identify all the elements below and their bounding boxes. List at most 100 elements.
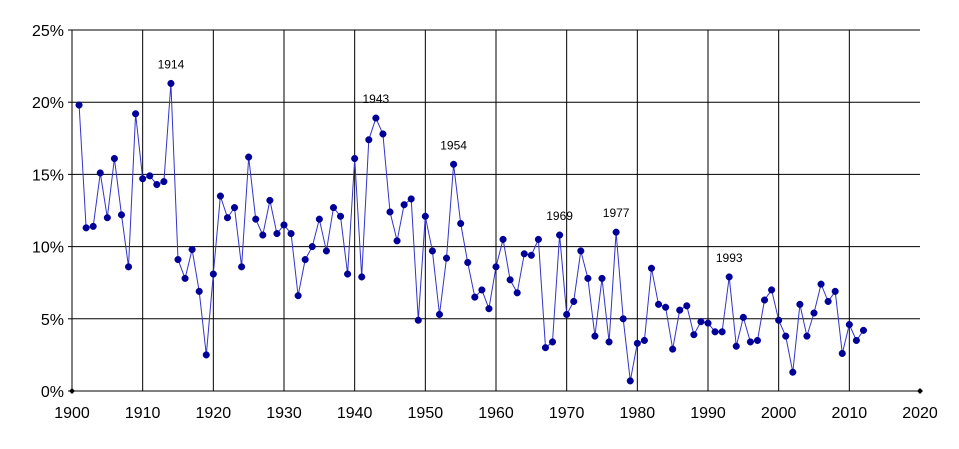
- annotations: 1914 1943 1954 1969 1977 1993: [158, 57, 743, 264]
- data-point: [619, 315, 627, 323]
- y-tick-label: 10%: [32, 240, 64, 257]
- data-point: [89, 222, 97, 230]
- data-point: [796, 300, 804, 308]
- data-point: [273, 230, 281, 238]
- series-line: [78, 83, 864, 381]
- x-tick-label: 2020: [902, 405, 938, 422]
- data-point: [647, 264, 656, 272]
- data-point: [520, 250, 528, 258]
- data-point: [704, 319, 712, 327]
- data-point: [584, 274, 592, 282]
- data-point: [838, 349, 846, 358]
- data-point: [202, 351, 210, 359]
- data-point: [492, 263, 500, 271]
- x-tick-label: 2000: [761, 405, 797, 422]
- data-point: [527, 251, 535, 259]
- y-tick-label: 25%: [32, 23, 64, 40]
- x-tick-label: 1900: [54, 405, 90, 422]
- data-point: [760, 296, 769, 304]
- data-point: [556, 231, 564, 239]
- data-point: [223, 214, 232, 222]
- data-point: [662, 303, 670, 311]
- data-point: [181, 274, 189, 282]
- data-point: [238, 263, 246, 271]
- data-point: [732, 342, 740, 350]
- annotation-label: 1969: [546, 209, 573, 223]
- x-tick-label: 1910: [125, 405, 161, 422]
- data-point: [117, 211, 126, 219]
- data-point: [96, 169, 104, 177]
- data-point: [845, 321, 853, 329]
- data-points: [75, 79, 868, 385]
- x-tick-label: 1930: [266, 405, 302, 422]
- x-tick-labels: 1900 1910 1920 1930 1940 1950 1960 1970 1980 1990…: [54, 405, 938, 422]
- data-point: [379, 130, 387, 138]
- data-point: [654, 300, 663, 308]
- data-point: [82, 224, 90, 232]
- data-point: [591, 332, 599, 340]
- data-point: [400, 201, 408, 209]
- data-point: [513, 289, 521, 297]
- data-point: [725, 273, 733, 281]
- annotation-label: 1914: [158, 57, 185, 71]
- data-point: [393, 237, 401, 245]
- data-point: [676, 306, 684, 314]
- y-tick-label: 0%: [41, 384, 64, 401]
- y-tick-label: 20%: [32, 95, 64, 112]
- data-point: [683, 302, 691, 310]
- data-point: [195, 287, 203, 295]
- data-point: [669, 345, 677, 353]
- data-point: [294, 292, 302, 300]
- data-point: [167, 79, 175, 87]
- data-point: [775, 316, 783, 324]
- data-point: [690, 331, 698, 339]
- data-point: [541, 344, 550, 352]
- data-point: [209, 270, 217, 278]
- y-tick-label: 15%: [32, 167, 64, 184]
- data-point: [640, 336, 648, 345]
- data-point: [499, 235, 507, 243]
- data-point: [110, 154, 118, 163]
- data-point: [153, 180, 161, 189]
- data-point: [563, 310, 571, 319]
- data-point: [428, 247, 436, 255]
- data-point: [386, 208, 394, 216]
- data-point: [75, 101, 83, 109]
- data-point: [245, 153, 253, 161]
- data-point: [280, 221, 288, 229]
- y-tick-labels: 0% 5% 10% 15% 20% 25%: [32, 23, 64, 401]
- data-point: [308, 243, 316, 251]
- annotation-label: 1977: [603, 206, 630, 220]
- data-point: [711, 328, 719, 336]
- x-tick-label: 1970: [549, 405, 585, 422]
- data-point: [301, 256, 309, 264]
- data-point: [103, 214, 111, 222]
- data-point: [160, 178, 168, 186]
- data-point: [570, 297, 578, 306]
- data-point: [351, 154, 359, 163]
- data-point: [365, 136, 373, 144]
- data-point: [216, 192, 224, 200]
- data-point: [768, 286, 776, 294]
- data-point: [746, 338, 754, 346]
- data-point: [548, 338, 557, 346]
- data-point: [831, 287, 839, 295]
- data-point: [852, 336, 860, 345]
- data-point: [358, 273, 366, 281]
- x-tick-label: 1990: [690, 405, 726, 422]
- data-point: [859, 326, 868, 334]
- grid-lines: [72, 29, 920, 391]
- x-tick-label: 1960: [478, 405, 514, 422]
- data-point: [442, 254, 451, 262]
- data-point: [718, 328, 726, 336]
- annotation-label: 1954: [440, 138, 467, 152]
- data-point: [124, 263, 133, 271]
- x-tick-label: 1940: [337, 405, 373, 422]
- x-tick-label: 1980: [620, 405, 656, 422]
- data-point: [485, 305, 493, 313]
- data-point: [824, 297, 832, 306]
- data-point: [810, 309, 818, 317]
- data-point: [344, 270, 352, 278]
- data-point: [407, 195, 415, 203]
- data-point: [188, 245, 196, 254]
